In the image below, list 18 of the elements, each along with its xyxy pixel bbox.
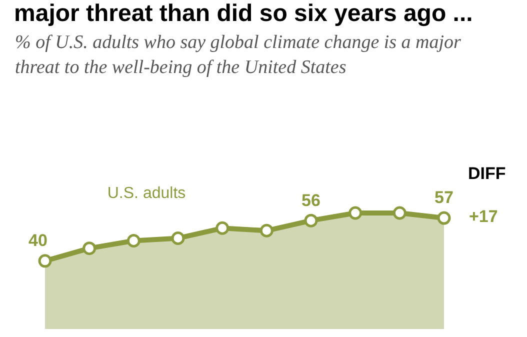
text: +17 xyxy=(469,207,498,227)
data-label: 56 xyxy=(302,190,320,210)
point xyxy=(348,206,362,220)
point xyxy=(171,231,185,245)
data-label: 57 xyxy=(434,188,454,208)
point xyxy=(304,214,318,228)
text: DIFF xyxy=(468,164,506,184)
chart-title: major threat than did so six years ago ... xyxy=(14,0,473,28)
series-label: U.S. adults xyxy=(107,185,186,202)
point xyxy=(38,254,52,268)
chart-subtitle: % of U.S. adults who say global climate change is a major threat to the well-being of the United States xyxy=(15,31,462,80)
point xyxy=(437,211,451,225)
data-label: 40 xyxy=(28,231,48,250)
point xyxy=(392,206,406,220)
point xyxy=(82,242,96,256)
point xyxy=(260,224,274,238)
point xyxy=(216,221,230,235)
point xyxy=(126,234,140,248)
